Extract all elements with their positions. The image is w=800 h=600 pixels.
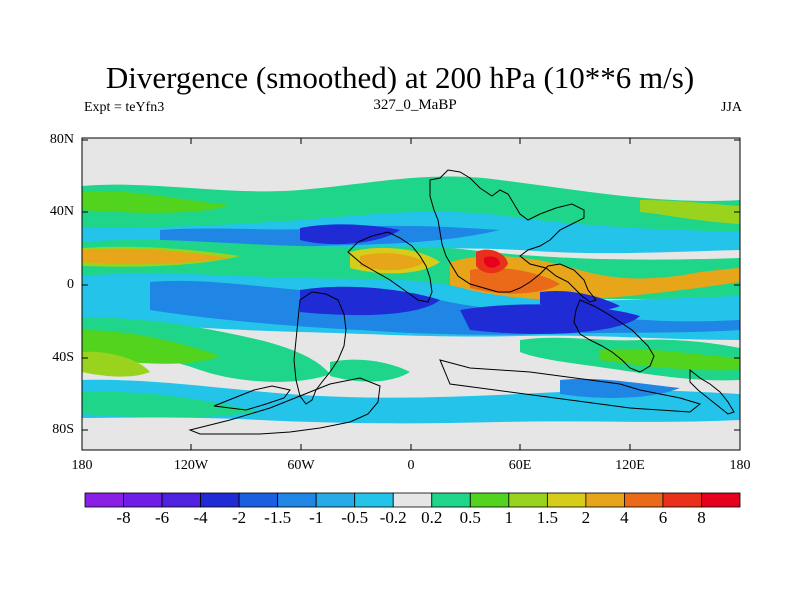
colorbar (84, 492, 741, 508)
y-tick-label: 0 (67, 277, 74, 292)
colorbar-label: -0.5 (341, 508, 369, 527)
experiment-label: Expt = teYfn3 (84, 100, 165, 115)
colorbar-swatch (277, 492, 317, 508)
colorbar-label: 0.5 (459, 508, 481, 527)
colorbar-label: 4 (620, 508, 629, 527)
colorbar-swatch (431, 492, 471, 508)
tick-marks (81, 138, 741, 450)
colorbar-swatch (508, 492, 548, 508)
contour-neg-eq-d (460, 304, 640, 334)
colorbar-swatch (354, 492, 394, 508)
colorbar-swatch (238, 492, 279, 508)
period-label: 327_0_MaBP (373, 97, 457, 113)
colorbar-swatch (315, 492, 356, 508)
y-tick-label: 40N (49, 204, 74, 219)
contour-pos-south-e (600, 348, 740, 371)
colorbar-label: -1 (309, 508, 324, 527)
x-tick-label: 180 (71, 458, 93, 473)
contour-pos-south (82, 317, 330, 382)
colorbar-swatch (84, 492, 124, 508)
x-tick-label: 60W (287, 458, 315, 473)
coastlines (188, 169, 735, 435)
colorbar-swatch (200, 492, 240, 508)
y-tick-label: 40S (52, 350, 74, 365)
contour-neg-south-b (560, 378, 680, 398)
contour-band-north-yg2 (640, 200, 740, 224)
y-tick-label: 80S (52, 422, 74, 437)
colorbar-swatch (662, 492, 702, 508)
colorbar-label: -8 (116, 508, 131, 527)
x-tick-label: 0 (407, 458, 415, 473)
contour-pos-south-g (82, 391, 260, 418)
y-tick-label: 80N (49, 132, 74, 147)
colorbar-label: 8 (697, 508, 706, 527)
contour-pos-peak-b (484, 256, 500, 268)
colorbar-label: -4 (193, 508, 208, 527)
colorbar-label: 2 (581, 508, 591, 527)
contour-pos-trop-c (82, 248, 230, 265)
divergence-field (82, 138, 740, 450)
colorbar-label: -2 (232, 508, 247, 527)
contour-pos-trop-g (470, 267, 560, 294)
colorbar-label: 1 (504, 508, 514, 527)
colorbar-swatch (546, 492, 587, 508)
colorbar-label: 1.5 (536, 508, 558, 527)
contour-neg-eq-c (300, 286, 440, 316)
colorbar-swatch (624, 492, 664, 508)
colorbar-label: -1.5 (264, 508, 292, 527)
x-tick-label: 60E (508, 458, 532, 473)
colorbar-swatch (585, 492, 625, 508)
contour-band-north-yg (82, 191, 230, 213)
colorbar-swatch (123, 492, 163, 508)
colorbar-label: 6 (658, 508, 668, 527)
colorbar-swatch (469, 492, 510, 508)
x-tick-label: 120W (173, 458, 209, 473)
x-tick-label: 180 (729, 458, 751, 473)
colorbar-swatch (392, 492, 433, 508)
colorbar-swatch (701, 492, 741, 508)
contour-pos-trop-e (360, 253, 425, 271)
map-title: Divergence (smoothed) at 200 hPa (10**6 … (105, 60, 695, 95)
colorbar-label: -6 (154, 508, 170, 527)
contour-pos-south-c (82, 351, 150, 377)
contour-neg-north-c (300, 224, 400, 245)
colorbar-swatch (161, 492, 201, 508)
colorbar-label: -0.2 (379, 508, 407, 527)
x-tick-label: 120E (615, 458, 645, 473)
season-label: JJA (720, 100, 742, 115)
colorbar-label: 0.2 (421, 508, 443, 527)
contour-pos-south-f (330, 359, 410, 382)
